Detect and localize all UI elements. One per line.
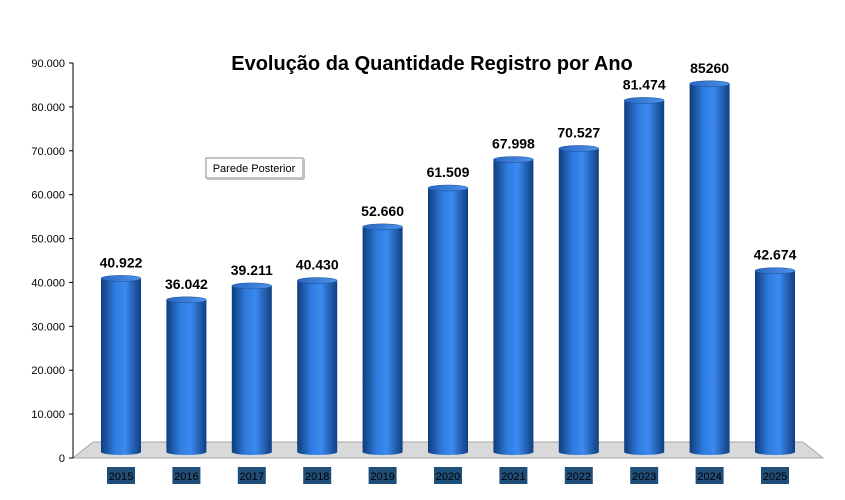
x-tick-text: 2018 (305, 471, 329, 483)
x-tick-text: 2024 (697, 471, 721, 483)
y-tick-label: 0 (59, 453, 65, 465)
bar-body (101, 278, 141, 455)
y-tick-label: 80.000 (31, 102, 65, 114)
data-label: 52.660 (361, 203, 404, 219)
y-tick-label: 10.000 (31, 409, 65, 421)
tooltip-text: Parede Posterior (213, 163, 296, 175)
data-label: 39.211 (231, 262, 273, 278)
y-tick-label: 60.000 (31, 190, 65, 202)
bar-body (297, 280, 338, 455)
bar-cap (558, 145, 600, 152)
bar-cap (231, 282, 273, 290)
x-tick-label: 2020 (434, 467, 462, 484)
y-tick-label: 50.000 (31, 234, 65, 246)
bar-body (362, 226, 403, 455)
x-axis: 2015 2016 2017 2018 2019 2020 2021 2022 2023 2024… (107, 467, 789, 484)
data-label: 42.674 (754, 247, 797, 263)
y-axis: 0 10.000 20.000 30.000 40.000 50.000 60.000 70.… (31, 58, 74, 465)
bar-2019 (362, 223, 403, 455)
bar-cap (754, 267, 796, 274)
x-tick-text: 2016 (174, 471, 198, 483)
bars (100, 80, 796, 456)
x-tick-label: 2024 (695, 467, 724, 484)
x-tick-label: 2016 (172, 467, 201, 484)
bar-cap (100, 275, 142, 282)
x-tick-label: 2021 (499, 467, 528, 484)
bar-2015 (100, 275, 142, 455)
data-label: 67.998 (492, 136, 535, 152)
data-label: 81.474 (623, 76, 666, 92)
x-tick-text: 2021 (501, 471, 525, 483)
data-label: 85260 (690, 60, 729, 76)
x-tick-text: 2025 (763, 471, 787, 483)
bar-body (231, 285, 272, 455)
y-tick-label: 30.000 (31, 321, 65, 333)
x-tick-text: 2017 (240, 471, 264, 483)
data-label: 70.527 (557, 124, 600, 140)
chart-title: Evolução da Quantidade Registro por Ano (231, 53, 633, 75)
bar-2025 (754, 267, 796, 455)
y-tick-label: 90.000 (31, 58, 65, 70)
bar-cap (166, 296, 207, 304)
bar-body (428, 188, 468, 456)
x-tick-text: 2019 (370, 471, 394, 483)
x-tick-text: 2022 (567, 471, 591, 483)
bar-2021 (493, 156, 534, 456)
bar-body (493, 159, 534, 456)
bar-2023 (623, 97, 665, 455)
bar-cap (296, 277, 338, 284)
y-tick-label: 70.000 (31, 146, 65, 158)
x-tick-label: 2017 (237, 467, 266, 484)
bar-2018 (296, 277, 338, 455)
bar-cap (689, 80, 730, 88)
x-tick-label: 2025 (761, 467, 789, 484)
bar-2017 (231, 282, 273, 455)
data-label: 61.509 (427, 164, 470, 180)
x-tick-text: 2020 (436, 471, 460, 483)
bar-2022 (558, 145, 600, 455)
bar-body (755, 270, 795, 455)
data-label: 40.922 (100, 254, 143, 270)
x-tick-label: 2023 (630, 467, 659, 484)
data-label: 40.430 (296, 257, 339, 273)
bar-body (624, 100, 665, 455)
data-labels: 40.922 36.042 39.211 40.430 52.660 61.509 67.9… (100, 60, 797, 292)
x-tick-text: 2015 (109, 471, 133, 483)
data-label: 36.042 (165, 276, 208, 292)
tooltip: Parede Posterior (205, 157, 305, 180)
bar-cap (427, 184, 469, 192)
y-tick-label: 40.000 (31, 277, 65, 289)
bar-body (166, 299, 207, 455)
y-tick-label: 20.000 (31, 365, 65, 377)
bar-2024 (689, 80, 730, 455)
bar-2016 (166, 296, 207, 455)
bar-body (689, 83, 730, 455)
x-tick-label: 2015 (107, 467, 135, 484)
x-tick-label: 2018 (303, 467, 332, 484)
x-tick-text: 2023 (632, 471, 656, 483)
bar-cap (362, 223, 403, 231)
bar-2020 (427, 184, 469, 456)
bar-cap (623, 97, 665, 104)
x-tick-label: 2019 (368, 467, 397, 484)
bar-cap (493, 156, 534, 163)
x-tick-label: 2022 (564, 467, 593, 484)
bar-body (558, 148, 599, 455)
